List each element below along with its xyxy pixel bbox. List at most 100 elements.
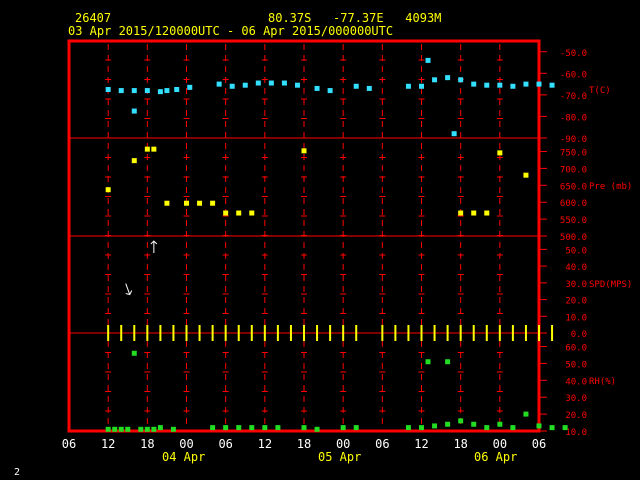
temperature-point	[255, 80, 261, 86]
x-tick-label: 06	[218, 437, 232, 451]
date-label-04-apr: 04 Apr	[162, 450, 205, 464]
rh-point	[112, 426, 118, 432]
pressure-point	[151, 146, 157, 152]
temperature-point	[471, 81, 477, 87]
pressure-point	[210, 200, 216, 206]
rh-axis-label: RH(%)	[589, 377, 616, 387]
pressure-point	[164, 200, 170, 206]
y-tick-label-rh: 20.0	[565, 411, 587, 421]
temperature-point	[294, 82, 300, 88]
pressure-point	[471, 210, 477, 216]
y-tick-label-pressure: 700.0	[560, 165, 587, 175]
rh-point	[314, 426, 320, 432]
rh-point	[419, 425, 424, 431]
temperature-point	[131, 108, 137, 114]
pressure-point	[197, 200, 203, 206]
pressure-point	[484, 210, 490, 216]
x-tick-label: 00	[336, 437, 350, 451]
temperature-point	[216, 81, 222, 87]
pressure-point	[105, 187, 111, 193]
vertical-gridlines	[105, 44, 503, 428]
x-axis-labels: 06 12 18 00 06 12 18 00 06 12 18 00 06	[62, 437, 546, 451]
rh-point	[353, 425, 359, 431]
pressure-point	[497, 150, 503, 156]
y-tick-label-rh: 60.0	[565, 344, 587, 354]
y-tick-label-pressure: 550.0	[560, 216, 587, 226]
temperature-point	[314, 85, 320, 91]
rh-point	[118, 426, 124, 432]
temperature-point	[131, 88, 137, 94]
temperature-point	[353, 83, 359, 89]
temperature-point	[536, 81, 542, 87]
y-tick-label-pressure: 500.0	[560, 233, 587, 243]
temperature-point	[458, 77, 464, 83]
pressure-axis-label: Pre (mb)	[589, 182, 632, 192]
temperature-point	[549, 82, 555, 88]
rh-point	[471, 421, 477, 427]
y-tick-label-pressure: 750.0	[560, 149, 587, 159]
rh-point	[405, 425, 411, 431]
rh-point	[340, 425, 346, 431]
rh-point	[262, 425, 268, 431]
y-tick-label-rh: 30.0	[565, 394, 587, 404]
station-id: 26407	[75, 11, 111, 25]
time-range: 03 Apr 2015/120000UTC - 06 Apr 2015/0000…	[68, 24, 393, 38]
rh-point	[144, 426, 150, 432]
x-tick-label: 00	[493, 437, 507, 451]
temperature-point	[242, 82, 248, 88]
temperature-point	[497, 82, 503, 88]
pressure-point	[301, 148, 307, 154]
rh-point	[523, 411, 529, 417]
temperature-point	[484, 82, 490, 88]
rh-point	[223, 425, 229, 431]
temperature-point	[281, 80, 287, 86]
x-tick-label: 06	[532, 437, 546, 451]
rh-point	[301, 425, 307, 431]
rh-point	[249, 425, 255, 431]
temperature-point	[174, 87, 180, 92]
rh-point	[510, 425, 516, 431]
pressure-point	[144, 146, 150, 152]
rh-point	[536, 423, 542, 429]
station-location: 80.37S -77.37E 4093M	[268, 11, 441, 25]
y-tick-label-rh: 40.0	[565, 377, 587, 387]
y-tick-label-wind: 20.0	[565, 297, 587, 307]
rh-point	[157, 425, 163, 431]
rh-point	[445, 359, 451, 365]
rh-point	[151, 426, 157, 432]
x-tick-label: 18	[453, 437, 467, 451]
date-label-05-apr: 05 Apr	[318, 450, 361, 464]
page-number: 2	[14, 467, 20, 478]
x-tick-label: 18	[140, 437, 154, 451]
pressure-point	[184, 200, 189, 206]
temperature-point	[451, 131, 457, 137]
rh-point	[236, 425, 242, 431]
y-tick-label-wind: 0.0	[571, 330, 587, 340]
y-axis-ticks: -50.0 -60.0 -70.0 -80.0 -90.0 500.0 550.0 600.0…	[539, 49, 587, 438]
y-tick-label-wind: 30.0	[565, 280, 587, 290]
x-tick-label: 18	[297, 437, 311, 451]
wind-direction-arrow	[125, 283, 133, 296]
pressure-point	[236, 210, 242, 216]
rh-point	[138, 426, 144, 432]
rh-point	[125, 426, 131, 432]
y-tick-label-wind: 50.0	[565, 246, 587, 256]
temperature-point	[268, 80, 274, 86]
y-tick-label-wind: 40.0	[565, 263, 587, 273]
rh-point	[562, 425, 568, 431]
temperature-point	[118, 88, 124, 94]
rh-point	[445, 421, 451, 427]
rh-point	[170, 426, 176, 432]
temperature-point	[164, 88, 170, 94]
x-tick-label: 06	[62, 437, 76, 451]
rh-point	[275, 425, 281, 431]
temperature-point	[432, 77, 438, 83]
wind-axis-label: SPD(MPS)	[589, 280, 632, 290]
wind-direction-arrow	[150, 240, 158, 254]
temperature-point	[187, 84, 193, 90]
rh-point	[131, 350, 137, 356]
rh-point	[210, 425, 216, 431]
rh-point	[105, 426, 111, 432]
rh-point	[484, 425, 490, 431]
